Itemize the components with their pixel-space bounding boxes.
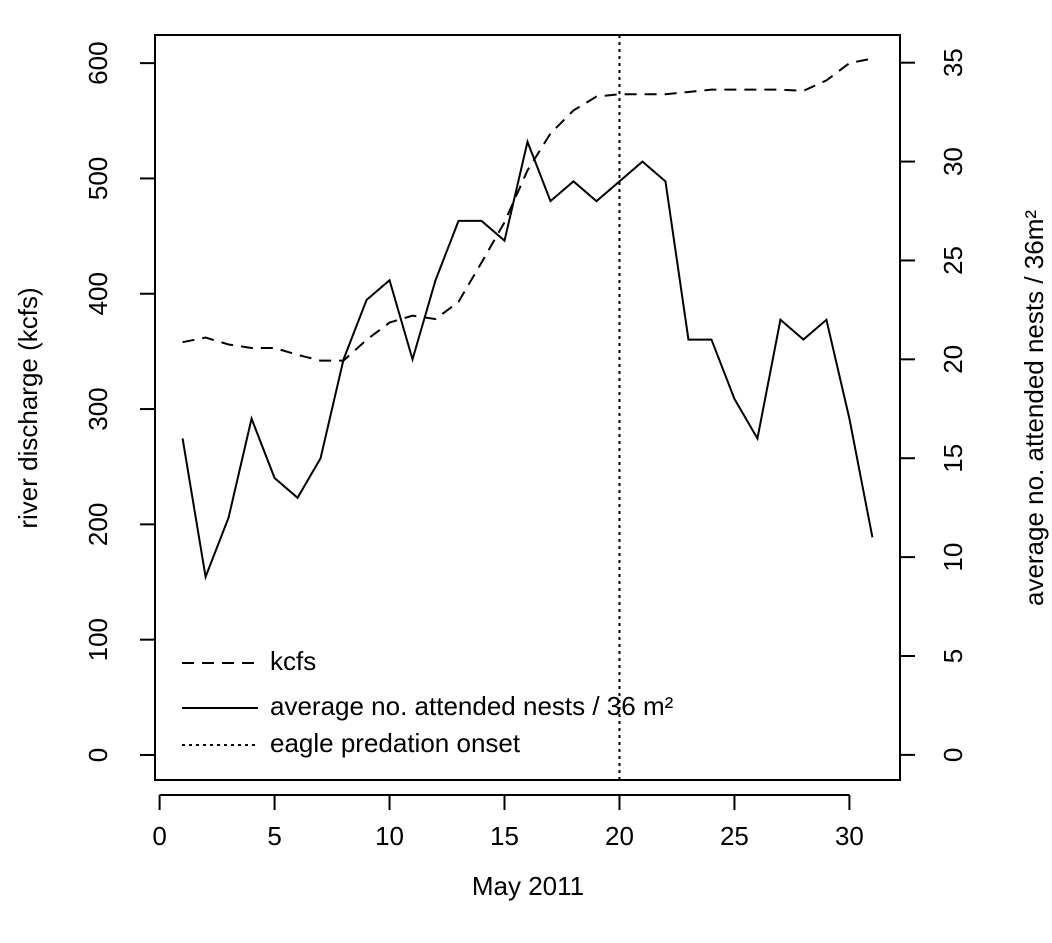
y2-tick-label: 5 xyxy=(938,649,968,663)
y2-tick-label: 30 xyxy=(938,147,968,176)
y2-tick-label: 35 xyxy=(938,48,968,77)
plot-box xyxy=(154,34,901,781)
x-tick-label: 20 xyxy=(605,821,634,851)
y-tick-label: 600 xyxy=(83,41,113,84)
y-tick-label: 100 xyxy=(83,618,113,661)
legend-label: eagle predation onset xyxy=(270,728,521,758)
y2-tick-label: 20 xyxy=(938,345,968,374)
legend-label: kcfs xyxy=(270,646,316,676)
y-tick-label: 500 xyxy=(83,157,113,200)
x-tick-label: 5 xyxy=(267,821,281,851)
x-axis-label: May 2011 xyxy=(472,871,584,901)
y-tick-label: 300 xyxy=(83,387,113,430)
y-axis-label: river discharge (kcfs) xyxy=(13,287,43,528)
series-line xyxy=(182,57,873,362)
y2-tick-label: 15 xyxy=(938,444,968,473)
legend-label: average no. attended nests / 36 m² xyxy=(270,691,674,721)
series-line xyxy=(181,138,874,581)
y-tick-label: 200 xyxy=(83,503,113,546)
x-tick-label: 0 xyxy=(152,821,166,851)
y-tick-label: 400 xyxy=(83,272,113,315)
x-tick-label: 30 xyxy=(835,821,864,851)
y2-axis-label: average no. attended nests / 36m² xyxy=(1019,210,1049,606)
y2-tick-label: 0 xyxy=(938,748,968,762)
x-tick-label: 10 xyxy=(375,821,404,851)
x-tick-label: 15 xyxy=(490,821,519,851)
y2-tick-label: 25 xyxy=(938,246,968,275)
y-tick-label: 0 xyxy=(83,748,113,762)
y2-tick-label: 10 xyxy=(938,543,968,572)
x-tick-label: 25 xyxy=(720,821,749,851)
